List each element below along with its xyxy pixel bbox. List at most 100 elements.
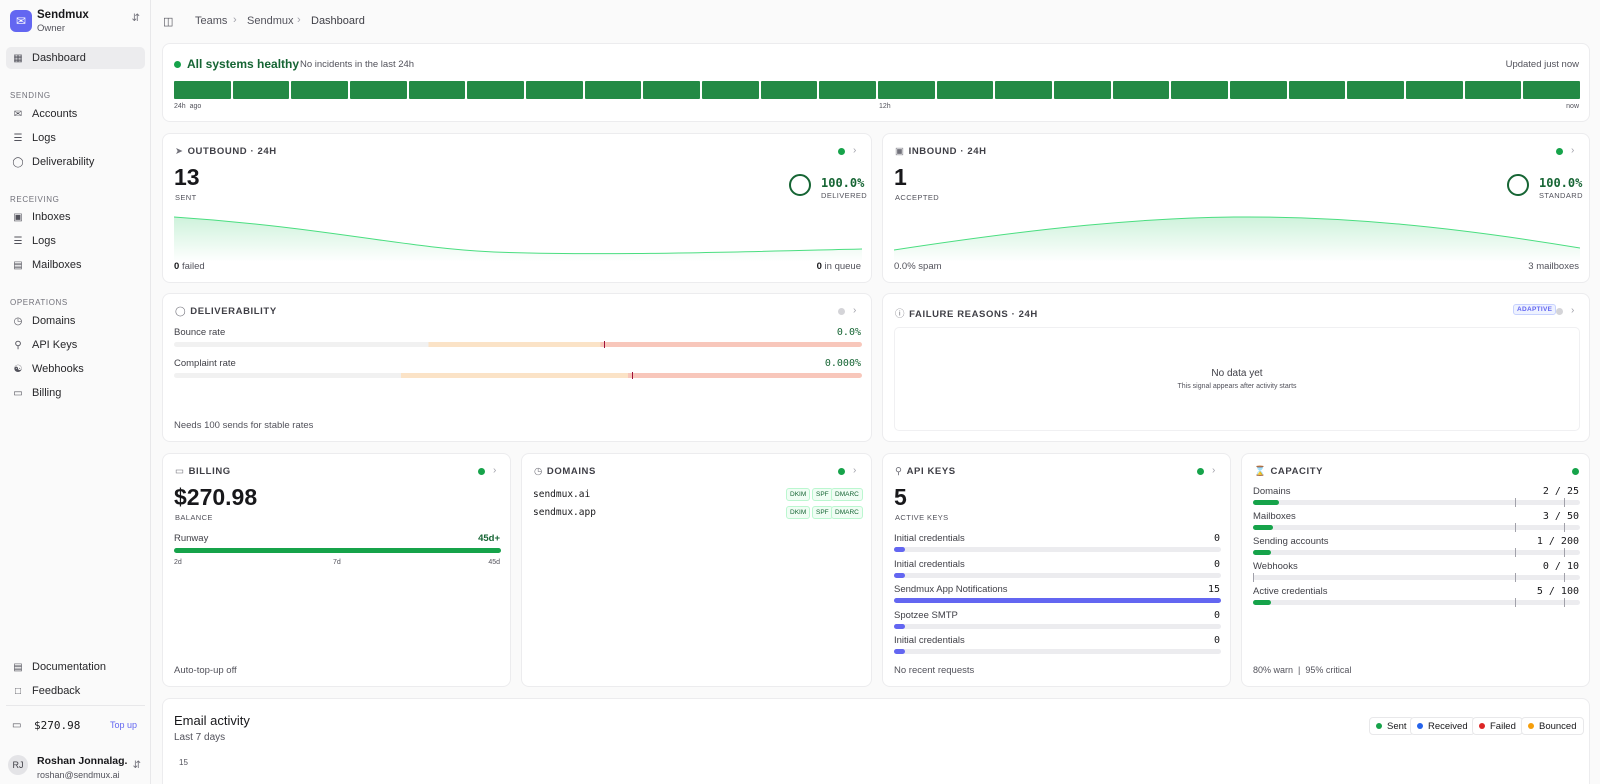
uptime-segment[interactable] (1406, 81, 1463, 99)
failure-status-dot (1556, 308, 1563, 315)
uptime-segment[interactable] (1288, 81, 1346, 99)
capacity-threshold-marker (1563, 548, 1565, 557)
legend-dot (1376, 723, 1382, 729)
legend-sent[interactable]: Sent (1369, 717, 1414, 735)
sidebar-item-receiving-logs[interactable]: ☰ Logs (6, 230, 145, 252)
sidebar-item-accounts[interactable]: ✉ Accounts (6, 103, 145, 125)
divider (6, 705, 145, 706)
uptime-segment[interactable] (1171, 81, 1228, 99)
capacity-threshold-marker (1563, 498, 1565, 507)
breadcrumb-sendmux[interactable]: Sendmux (247, 15, 294, 27)
inbound-card[interactable]: ▣ INBOUND · 24H › 1 ACCEPTED 100.0% STAND… (882, 133, 1590, 283)
api-key-name[interactable]: Spotzee SMTP (894, 609, 958, 621)
domains-status-dot (838, 468, 845, 475)
api-key-name[interactable]: Initial credentials (894, 558, 965, 570)
api-key-usage-fill (894, 598, 1221, 603)
api-key-usage-bar (894, 547, 1221, 552)
sidebar-item-domains[interactable]: ◷ Domains (6, 310, 145, 332)
billing-title: ▭ BILLING (175, 466, 231, 477)
legend-failed[interactable]: Failed (1472, 717, 1523, 735)
api-key-name[interactable]: Initial credentials (894, 635, 965, 646)
domains-card[interactable]: ◷ DOMAINS › sendmux.ai DKIM SPF DMARC sen… (521, 453, 872, 687)
uptime-segment[interactable] (702, 81, 759, 99)
workspace-logo-icon: ✉ (10, 10, 32, 32)
chevron-right-icon[interactable]: › (853, 145, 857, 156)
uptime-segment[interactable] (232, 81, 290, 99)
inbox-icon: ▣ (13, 211, 23, 223)
uptime-segment[interactable] (1112, 81, 1170, 99)
sidebar-item-feedback[interactable]: □ Feedback (6, 680, 145, 702)
api-key-count: 15 (1207, 584, 1220, 595)
breadcrumb-separator-icon: › (233, 14, 237, 26)
sidebar-item-dashboard[interactable]: ▦ Dashboard (6, 47, 145, 69)
uptime-segment[interactable] (1464, 81, 1522, 99)
sidebar-item-inboxes[interactable]: ▣ Inboxes (6, 206, 145, 228)
uptime-segment[interactable] (584, 81, 642, 99)
deliverability-card[interactable]: ◯ DELIVERABILITY › Bounce rate 0.0% Compl… (162, 293, 872, 442)
uptime-segment[interactable] (760, 81, 818, 99)
uptime-segment[interactable] (1054, 81, 1111, 99)
inbound-title: ▣ INBOUND · 24H (895, 146, 987, 157)
legend-label: Bounced (1539, 720, 1577, 732)
sidebar-item-sending-logs[interactable]: ☰ Logs (6, 127, 145, 149)
sidebar-item-deliverability[interactable]: ◯ Deliverability (6, 151, 145, 173)
capacity-bar (1253, 573, 1580, 582)
legend-label: Received (1428, 720, 1468, 732)
domain-item[interactable]: sendmux.app (533, 507, 596, 518)
api-key-name[interactable]: Sendmux App Notifications (894, 584, 1008, 595)
workspace-switcher[interactable]: ✉ Sendmux Owner ⇵ (10, 9, 144, 35)
sidebar-toggle-icon[interactable]: ◫ (163, 16, 174, 28)
uptime-segment[interactable] (819, 81, 876, 99)
globe-icon: ◷ (534, 466, 543, 477)
uptime-segment[interactable] (1523, 81, 1580, 99)
dmarc-tag: DMARC (831, 506, 863, 519)
chevron-right-icon[interactable]: › (1571, 145, 1575, 156)
legend-received[interactable]: Received (1410, 717, 1475, 735)
billing-card[interactable]: ▭ BILLING › $270.98 BALANCE Runway 45d+ 2… (162, 453, 511, 687)
chevron-right-icon[interactable]: › (1212, 465, 1216, 476)
uptime-segment[interactable] (174, 81, 231, 99)
capacity-card[interactable]: ⌛ CAPACITY Domains 2 / 25 Mailboxes 3 / 50 Se… (1241, 453, 1590, 687)
book-icon: ▤ (13, 661, 23, 673)
user-menu[interactable]: RJ Roshan Jonnalag... roshan@sendmux.ai … (6, 750, 145, 780)
breadcrumb-teams[interactable]: Teams (195, 15, 228, 27)
uptime-segment[interactable] (350, 81, 407, 99)
api-key-usage-fill (894, 623, 906, 629)
chevron-right-icon[interactable]: › (493, 465, 497, 476)
uptime-segment[interactable] (995, 81, 1052, 99)
api-key-usage-bar (894, 623, 1221, 629)
sidebar-item-webhooks[interactable]: ☯ Webhooks (6, 358, 145, 380)
uptime-segment[interactable] (1347, 81, 1404, 99)
failure-reasons-card[interactable]: ⓘ FAILURE REASONS · 24H ADAPTIVE › No dat… (882, 293, 1590, 442)
chevron-right-icon[interactable]: › (853, 305, 857, 316)
domain-item[interactable]: sendmux.ai (533, 489, 591, 500)
sidebar-item-api-keys[interactable]: ⚲ API Keys (6, 334, 145, 356)
capacity-bar-fill (1253, 600, 1271, 605)
api-keys-count-label: ACTIVE KEYS (895, 513, 949, 522)
outbound-card[interactable]: ➤ OUTBOUND · 24H › 13 SENT 100.0% DELIVER… (162, 133, 872, 283)
sidebar-item-mailboxes[interactable]: ▤ Mailboxes (6, 254, 145, 276)
uptime-segment[interactable] (408, 81, 466, 99)
uptime-segment[interactable] (291, 81, 348, 99)
shield-icon: ◯ (175, 306, 187, 317)
api-keys-card[interactable]: ⚲ API KEYS › 5 ACTIVE KEYS Initial creden… (882, 453, 1231, 687)
chevron-right-icon[interactable]: › (1571, 305, 1575, 316)
sidebar-item-documentation[interactable]: ▤ Documentation (6, 656, 145, 678)
uptime-segment[interactable] (878, 81, 935, 99)
chevron-right-icon[interactable]: › (853, 465, 857, 476)
sidebar-item-billing[interactable]: ▭ Billing (6, 382, 145, 404)
uptime-segment[interactable] (643, 81, 700, 99)
avatar: RJ (8, 755, 28, 775)
sidebar-balance-value: $270.98 (34, 718, 81, 732)
uptime-segment[interactable] (1230, 81, 1287, 99)
api-keys-footer: No recent requests (894, 665, 975, 676)
uptime-segment[interactable] (936, 81, 994, 99)
api-key-count: 0 (1213, 635, 1220, 646)
api-key-usage-bar (894, 572, 1221, 578)
api-key-name[interactable]: Initial credentials (894, 533, 965, 544)
legend-bounced[interactable]: Bounced (1521, 717, 1584, 735)
uptime-segment[interactable] (526, 81, 583, 99)
capacity-item-label: Sending accounts (1253, 536, 1329, 547)
top-up-link[interactable]: Top up (109, 720, 137, 730)
uptime-segment[interactable] (467, 81, 524, 99)
